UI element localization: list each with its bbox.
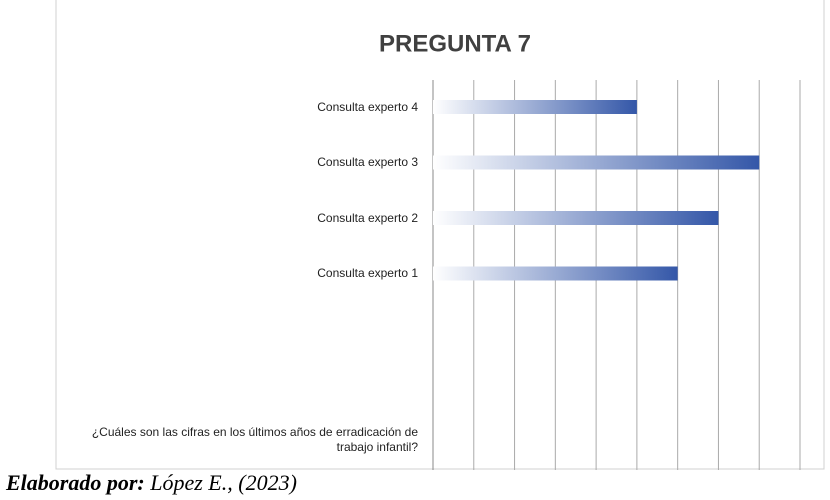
bar	[433, 266, 678, 281]
caption-text: López E., (2023)	[150, 470, 297, 495]
category-label: Consulta experto 1	[317, 266, 418, 280]
bar	[433, 211, 719, 225]
bar	[433, 100, 637, 114]
bar	[433, 155, 760, 170]
category-label: Consulta experto 2	[317, 210, 418, 225]
caption: Elaborado por: López E., (2023)	[6, 470, 297, 496]
caption-label: Elaborado por:	[6, 470, 145, 495]
chart-title: PREGUNTA 7	[379, 30, 531, 57]
category-label: Consulta experto 3	[317, 155, 418, 169]
chart: PREGUNTA 7	[55, 0, 825, 470]
chart-border	[55, 0, 825, 470]
category-label: ¿Cuáles son las cifras en los últimos añ…	[91, 425, 418, 454]
category-label: Consulta experto 4	[317, 99, 418, 114]
